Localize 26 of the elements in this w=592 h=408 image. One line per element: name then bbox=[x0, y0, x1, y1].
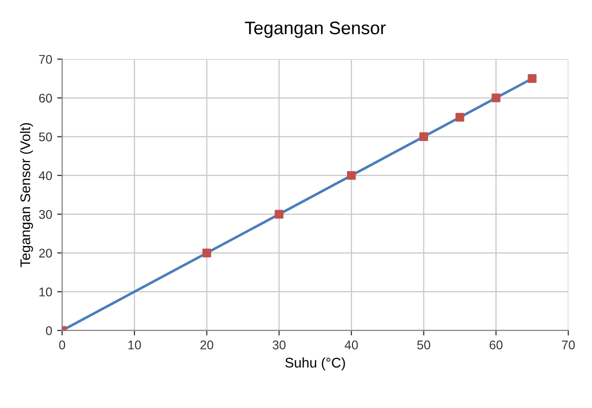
x-tick-label: 30 bbox=[272, 340, 286, 350]
y-tick-label: 0 bbox=[46, 326, 52, 336]
point bbox=[455, 112, 464, 122]
y-tick-label: 50 bbox=[39, 132, 52, 142]
point bbox=[419, 132, 428, 142]
y-tick-label: 40 bbox=[38, 171, 52, 180]
x-tick-label: 20 bbox=[200, 340, 214, 350]
point bbox=[274, 210, 284, 219]
point bbox=[347, 171, 356, 180]
y-tick-label: 10 bbox=[39, 288, 52, 296]
y-tick-label: 70 bbox=[39, 54, 52, 64]
point bbox=[492, 94, 500, 102]
x-tick-label: 0 bbox=[59, 340, 66, 350]
y-axis-title: Tegangan Sensor (Volt) bbox=[20, 123, 33, 268]
x-tick-label: 60 bbox=[490, 340, 502, 350]
y-tick-label: 20 bbox=[39, 248, 52, 258]
x-tick-label: 70 bbox=[562, 340, 575, 350]
y-tick-label: 30 bbox=[39, 210, 52, 219]
x-tick-label: 50 bbox=[417, 340, 430, 350]
x-tick-label: 10 bbox=[128, 340, 141, 350]
point bbox=[528, 74, 537, 83]
point bbox=[202, 248, 212, 258]
x-tick-label: 40 bbox=[344, 340, 358, 350]
chart-title: Tegangan Sensor bbox=[244, 22, 386, 38]
y-tick-label: 60 bbox=[39, 94, 52, 103]
x-axis-title: Suhu (°C) bbox=[285, 357, 345, 370]
